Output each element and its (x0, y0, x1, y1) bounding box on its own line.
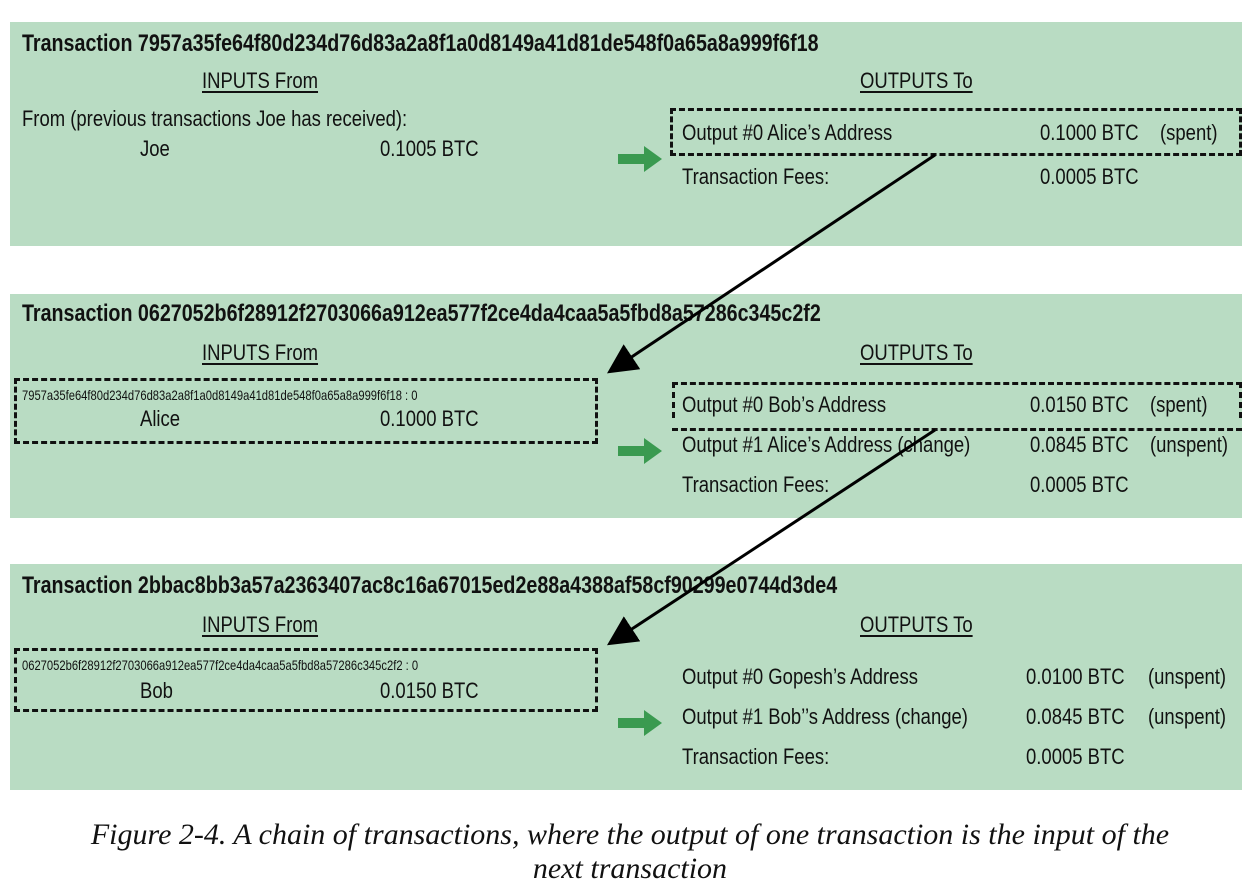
figure-caption-line-2: next transaction (532, 852, 728, 885)
transaction-1-input-amount: 0.1005 BTC (380, 136, 479, 161)
transaction-2-input-name: Alice (140, 406, 181, 431)
transaction-1-input-name: Joe (140, 136, 170, 161)
transaction-1-fees-amount: 0.0005 BTC (1040, 164, 1139, 189)
transaction-3-inputs-header: INPUTS From (202, 612, 319, 637)
transaction-3-output-0-amount: 0.0100 BTC (1026, 664, 1125, 689)
transaction-2-output-1-amount: 0.0845 BTC (1030, 432, 1129, 457)
transaction-1-inputs-header: INPUTS From (202, 68, 319, 93)
transaction-2-output-0-label: Output #0 Bob’s Address (682, 392, 887, 417)
transaction-2-output-box-top (672, 382, 1242, 385)
transaction-2-title: Transaction 0627052b6f28912f2703066a912e… (22, 300, 821, 327)
transaction-2-inputs-header: INPUTS From (202, 340, 319, 365)
transaction-1-output-0-box (670, 108, 1242, 156)
transaction-3-input-name: Bob (140, 678, 173, 703)
transaction-3-input-box (14, 648, 598, 712)
figure-caption-line-1: Figure 2-4. A chain of transactions, whe… (90, 818, 1170, 851)
transaction-2-output-box-left (672, 382, 675, 418)
flow-arrow-icon (618, 438, 662, 464)
transaction-3-input-ref: 0627052b6f28912f2703066a912ea577f2ce4da4… (22, 657, 419, 673)
transaction-3-output-1-label: Output #1 Bob’’s Address (change) (682, 704, 968, 729)
transaction-3-output-0-status: (unspent) (1148, 664, 1227, 689)
transaction-3-fees-label: Transaction Fees: (682, 744, 830, 769)
transaction-2-output-0-amount: 0.0150 BTC (1030, 392, 1129, 417)
transaction-2-output-box-right (1239, 382, 1242, 418)
transaction-2-output-1-label: Output #1 Alice’s Address (change) (682, 432, 971, 457)
transaction-1-fees-label: Transaction Fees: (682, 164, 830, 189)
transaction-1-input-from-label: From (previous transactions Joe has rece… (22, 106, 408, 131)
transaction-2-input-box (14, 378, 598, 444)
transaction-3-output-1-amount: 0.0845 BTC (1026, 704, 1125, 729)
transaction-3-output-0-label: Output #0 Gopesh’s Address (682, 664, 918, 689)
flow-arrow-icon (618, 146, 662, 172)
transaction-3-title: Transaction 2bbac8bb3a57a2363407ac8c16a6… (22, 572, 838, 599)
transaction-2-output-box-bottom (672, 428, 1242, 431)
transaction-2-fees-amount: 0.0005 BTC (1030, 472, 1129, 497)
transaction-3-fees-amount: 0.0005 BTC (1026, 744, 1125, 769)
transaction-1-output-0-label: Output #0 Alice’s Address (682, 120, 893, 145)
flow-arrow-icon (618, 710, 662, 736)
transaction-1-panel: Transaction 7957a35fe64f80d234d76d83a2a8… (10, 22, 1242, 246)
transaction-2-input-ref: 7957a35fe64f80d234d76d83a2a8f1a0d8149a41… (22, 387, 418, 403)
transaction-1-outputs-header: OUTPUTS To (860, 68, 973, 93)
transaction-2-outputs-header: OUTPUTS To (860, 340, 973, 365)
transaction-2-panel: Transaction 0627052b6f28912f2703066a912e… (10, 294, 1242, 518)
transaction-2-fees-label: Transaction Fees: (682, 472, 830, 497)
transaction-3-outputs-header: OUTPUTS To (860, 612, 973, 637)
transaction-1-title: Transaction 7957a35fe64f80d234d76d83a2a8… (22, 30, 819, 57)
transaction-3-output-1-status: (unspent) (1148, 704, 1227, 729)
transaction-2-output-0-status: (spent) (1150, 392, 1208, 417)
transaction-1-output-0-amount: 0.1000 BTC (1040, 120, 1139, 145)
transaction-2-output-1-status: (unspent) (1150, 432, 1229, 457)
transaction-3-panel: Transaction 2bbac8bb3a57a2363407ac8c16a6… (10, 564, 1242, 790)
transaction-1-output-0-status: (spent) (1160, 120, 1218, 145)
transaction-3-input-amount: 0.0150 BTC (380, 678, 479, 703)
transaction-2-input-amount: 0.1000 BTC (380, 406, 479, 431)
